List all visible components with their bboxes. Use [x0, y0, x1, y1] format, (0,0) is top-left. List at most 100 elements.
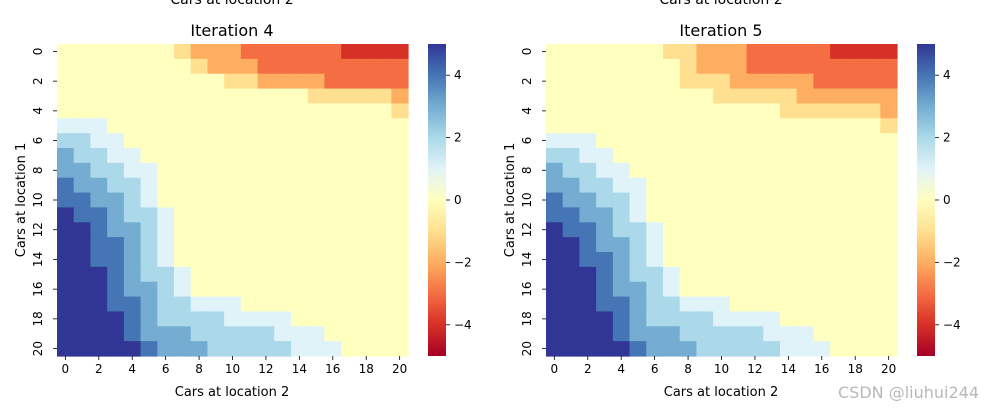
heatmap-cell [374, 103, 392, 119]
y-tick-label: 2 [520, 77, 534, 85]
heatmap-cell [796, 222, 815, 238]
heatmap-cell [813, 133, 831, 149]
heatmap-cell [880, 148, 898, 164]
heatmap-cell [596, 237, 614, 253]
heatmap-cell [257, 326, 275, 342]
heatmap-cell [813, 148, 831, 164]
heatmap-cell [207, 148, 225, 164]
heatmap-cell [880, 133, 898, 149]
heatmap-cell [341, 88, 359, 105]
heatmap-cell [663, 177, 681, 194]
heatmap-cell [90, 341, 108, 357]
heatmap-cell [830, 192, 848, 209]
x-tick-label: 4 [617, 362, 625, 376]
heatmap-cell [579, 118, 597, 134]
heatmap-cell [240, 311, 259, 327]
colorbar-tick-label: 4 [454, 68, 462, 82]
heatmap-cell [307, 266, 326, 283]
heatmap-cell [274, 266, 292, 283]
heatmap-cell [57, 44, 75, 60]
heatmap-cell [863, 58, 881, 75]
heatmap-cell [646, 177, 664, 194]
heatmap-cell [240, 162, 259, 179]
heatmap-cell [696, 252, 714, 268]
heatmap-cell [780, 177, 798, 194]
heatmap-cell [663, 207, 681, 223]
heatmap-cell [157, 44, 175, 60]
heatmap-cell [341, 148, 359, 164]
heatmap-cell [646, 296, 664, 313]
heatmap-cell [579, 341, 597, 357]
heatmap-cell [813, 311, 831, 327]
heatmap-cell [73, 252, 92, 268]
heatmap-cell [780, 222, 798, 238]
heatmap-cell [846, 58, 865, 75]
heatmap-cell [679, 133, 698, 149]
heatmap-cell [746, 73, 764, 90]
heatmap-cell [257, 44, 275, 60]
heatmap-cell [562, 252, 581, 268]
heatmap-cell [357, 44, 376, 60]
heatmap-cell [729, 266, 748, 283]
heatmap-cell [174, 177, 192, 194]
heatmap-cell [73, 162, 92, 179]
heatmap-cell [763, 326, 781, 342]
heatmap-cell [713, 252, 731, 268]
heatmap-cell [190, 222, 209, 238]
heatmap-cell [357, 281, 376, 298]
heatmap-cell [324, 237, 342, 253]
heatmap-cell [579, 133, 597, 149]
heatmap-cell [546, 73, 564, 90]
heatmap-cell [174, 118, 192, 134]
heatmap-cell [679, 177, 698, 194]
heatmap-cell [190, 341, 209, 357]
heatmap-cell [140, 207, 158, 223]
heatmap-cell [57, 192, 75, 209]
heatmap-cell [830, 252, 848, 268]
colorbar [917, 44, 935, 356]
x-tick-label: 16 [814, 362, 829, 376]
heatmap-cell [73, 177, 92, 194]
heatmap-cell [612, 207, 631, 223]
heatmap-cell [374, 162, 392, 179]
heatmap-cell [796, 73, 815, 90]
heatmap-cell [863, 281, 881, 298]
heatmap-cell [257, 88, 275, 105]
heatmap-cell [357, 237, 376, 253]
heatmap-cell [746, 192, 764, 209]
heatmap-cell [73, 133, 92, 149]
heatmap-cell [107, 222, 125, 238]
colorbar-ticks: 4 2 0 −2 −4 [446, 68, 472, 332]
heatmap-cell [880, 281, 898, 298]
heatmap-cell [562, 148, 581, 164]
heatmap-cell [546, 44, 564, 60]
heatmap-cell [763, 296, 781, 313]
heatmap-cell [646, 58, 664, 75]
heatmap-cell [663, 133, 681, 149]
heatmap-cell [341, 73, 359, 90]
heatmap-cell [324, 341, 342, 357]
heatmap-cell [107, 192, 125, 209]
heatmap-cell [123, 103, 142, 119]
heatmap-cell [663, 148, 681, 164]
heatmap-cell [341, 192, 359, 209]
heatmap-cell [307, 162, 326, 179]
heatmap-cell [696, 326, 714, 342]
heatmap-cell [107, 296, 125, 313]
heatmap-cell [257, 177, 275, 194]
heatmap-cell [763, 192, 781, 209]
heatmap-cell [174, 281, 192, 298]
heatmap-cell [307, 118, 326, 134]
heatmap-cell [107, 207, 125, 223]
heatmap-cell [123, 341, 142, 357]
y-tick-label: 18 [520, 311, 534, 326]
heatmap-cell [713, 88, 731, 105]
x-tick-label: 16 [325, 362, 340, 376]
heatmap-cell [90, 207, 108, 223]
heatmap-cell [291, 237, 309, 253]
heatmap-cell [863, 103, 881, 119]
heatmap-cell [140, 148, 158, 164]
heatmap-cell [763, 207, 781, 223]
heatmap-cell [846, 118, 865, 134]
heatmap-cell [846, 133, 865, 149]
